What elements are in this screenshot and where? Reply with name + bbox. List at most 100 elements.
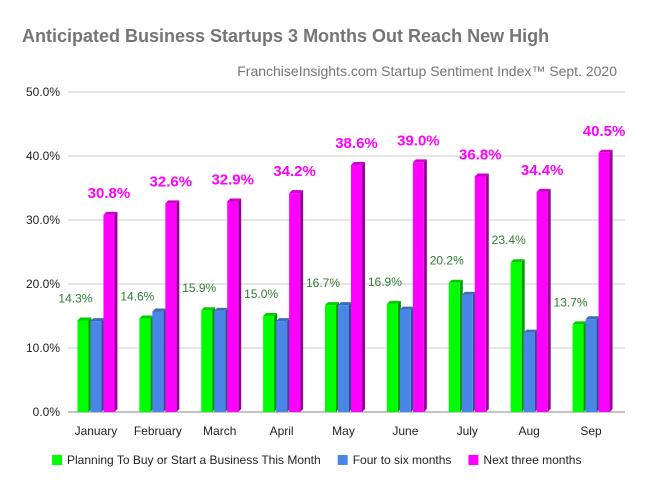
bar — [474, 173, 489, 412]
bar — [214, 307, 229, 412]
x-tick-label: March — [203, 424, 236, 438]
bar-face — [399, 309, 411, 412]
bar — [585, 316, 600, 412]
x-tick-label: Aug — [518, 424, 539, 438]
bar-side — [547, 188, 551, 412]
bar — [536, 188, 551, 412]
bar-top — [510, 259, 525, 263]
bar-face — [474, 176, 486, 412]
legend-label: Planning To Buy or Start a Business This… — [67, 453, 321, 467]
data-label: 23.4% — [492, 233, 526, 247]
data-label: 32.6% — [150, 173, 193, 190]
data-label: 32.9% — [211, 171, 254, 188]
bar — [227, 198, 242, 412]
legend: Planning To Buy or Start a Business This… — [52, 453, 581, 467]
bar-top — [461, 291, 476, 295]
bar-side — [300, 190, 304, 412]
bar — [201, 307, 216, 412]
bar-face — [103, 214, 115, 412]
bar — [139, 315, 154, 412]
bar-top — [201, 307, 216, 311]
bar-face — [461, 294, 473, 412]
bar-top — [165, 200, 180, 204]
bar — [523, 329, 538, 412]
data-label: 34.2% — [273, 163, 316, 180]
bar-face — [598, 152, 610, 413]
bar — [572, 321, 587, 412]
legend-swatch — [468, 455, 479, 465]
bar — [90, 318, 105, 412]
bar — [77, 317, 92, 412]
bar-top — [536, 188, 551, 192]
data-label: 34.4% — [521, 162, 564, 179]
bar-top — [448, 279, 463, 283]
bar — [338, 302, 352, 412]
x-tick-label: January — [75, 424, 118, 438]
legend-swatch — [52, 455, 62, 465]
bar — [165, 200, 180, 412]
bar-face — [77, 320, 89, 412]
bar — [598, 149, 613, 413]
bar-face — [338, 305, 349, 412]
bar — [276, 318, 291, 412]
bar-side — [176, 200, 180, 412]
bar-side — [362, 161, 365, 412]
y-tick-label: 20.0% — [26, 277, 60, 291]
data-label: 13.7% — [554, 295, 588, 309]
bar-face — [572, 324, 584, 412]
bar-face — [152, 311, 164, 412]
bar-face — [201, 310, 213, 412]
bar-top — [585, 316, 600, 320]
y-tick-label: 0.0% — [33, 405, 61, 419]
data-label: 20.2% — [430, 254, 464, 268]
chart-subtitle: FranchiseInsights.com Startup Sentiment … — [237, 63, 617, 79]
x-tick-label: June — [392, 424, 418, 438]
bar-face — [214, 310, 226, 412]
x-tick-label: April — [270, 424, 294, 438]
legend-label: Four to six months — [353, 453, 452, 467]
bar — [152, 308, 167, 412]
bar-face — [386, 303, 398, 412]
bar — [461, 291, 476, 412]
bar-face — [510, 262, 522, 412]
y-tick-label: 10.0% — [26, 341, 60, 355]
bar-face — [90, 321, 102, 412]
bar-face — [448, 282, 460, 412]
bar-side — [238, 198, 242, 412]
bar-side — [485, 173, 489, 412]
bar — [351, 161, 365, 412]
bar — [386, 300, 401, 412]
bar-face — [412, 162, 424, 412]
bar-face — [351, 164, 362, 412]
bar-face — [165, 203, 177, 412]
bar-top — [90, 318, 105, 322]
bar-face — [139, 318, 151, 412]
bar-top — [399, 306, 414, 310]
bar-top — [351, 161, 365, 165]
bar-top — [103, 211, 118, 215]
x-tick-label: July — [457, 424, 478, 438]
bar-top — [77, 317, 92, 321]
bar-top — [263, 313, 278, 316]
bar-top — [214, 307, 229, 311]
x-tick-label: Sep — [580, 424, 602, 438]
legend-item: Next three months — [468, 453, 581, 467]
bar-face — [276, 321, 288, 412]
bar-face — [585, 319, 597, 412]
bar-top — [139, 315, 154, 319]
data-label: 39.0% — [397, 132, 440, 149]
bar-side — [609, 149, 613, 413]
bar — [263, 313, 278, 412]
bar-top — [523, 329, 538, 333]
data-label: 16.9% — [368, 275, 402, 289]
bar-face — [325, 305, 336, 412]
legend-swatch — [337, 455, 348, 465]
data-label: 30.8% — [88, 185, 131, 202]
bar-face — [523, 332, 535, 412]
data-label: 38.6% — [335, 135, 378, 152]
bar-top — [412, 159, 427, 163]
bar — [289, 190, 304, 412]
bar-face — [289, 193, 301, 412]
y-tick-label: 40.0% — [26, 149, 60, 163]
